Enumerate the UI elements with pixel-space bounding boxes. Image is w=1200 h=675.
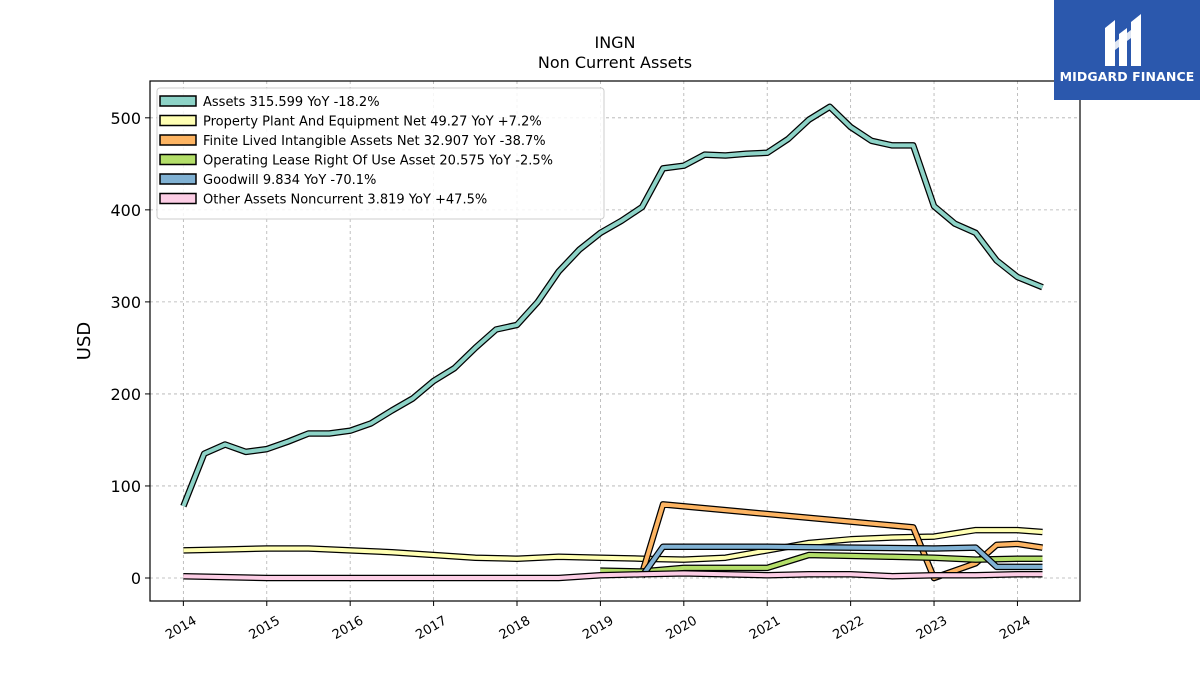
legend-swatch [159,173,197,185]
legend-item: Goodwill 9.834 YoY -70.1% [159,173,376,188]
legend-item: Property Plant And Equipment Net 49.27 Y… [159,114,542,130]
y-tick-label: 0 [131,569,141,588]
plot-frame [149,80,1081,602]
series-line [183,570,1043,582]
legend-swatch [159,192,197,205]
legend-box [156,87,605,220]
chart-subtitle: Non Current Assets [538,53,692,72]
series-line-stroke [183,571,1043,580]
y-tick-label: 100 [110,477,141,496]
brand-name: MIDGARD FINANCE [1059,69,1195,84]
y-tick-label: 400 [110,201,141,220]
series-line [638,501,1043,582]
chart-title-group: INGN Non Current Assets [538,33,692,72]
x-tick-label: 2014 [163,613,199,643]
legend-label: Operating Lease Right Of Use Asset 20.57… [203,154,553,169]
brand-logo: MIDGARD FINANCE [1054,0,1200,100]
series-line-stroke [181,104,1044,507]
series-line-stroke [183,528,1043,562]
x-tick-label: 2015 [247,613,283,643]
x-tick-label: 2024 [997,613,1033,643]
legend-swatch [159,95,197,107]
legend: Assets 315.599 YoY -18.2% Property Plant … [156,87,605,220]
chart-title: INGN [594,33,635,52]
series-line-stroke [600,553,1043,574]
legend-label: Other Assets Noncurrent 3.819 YoY +47.5% [203,193,487,208]
series-layer [180,103,1044,582]
x-tick-label: 2019 [580,613,616,643]
legend-item: Finite Lived Intangible Assets Net 32.90… [159,134,546,149]
legend-label: Assets 315.599 YoY -18.2% [203,95,380,110]
legend-label: Property Plant And Equipment Net 49.27 Y… [203,115,542,130]
legend-label: Finite Lived Intangible Assets Net 32.90… [203,134,546,149]
midgard-m-logo-icon [1105,14,1141,66]
legend-swatch [159,153,197,166]
y-tick-label: 500 [110,109,141,128]
series-line [639,543,1043,579]
y-tick-label: 300 [110,293,141,312]
series-line [183,526,1043,563]
series-line-stroke [640,502,1043,580]
legend-swatch [159,134,197,146]
legend-label: Goodwill 9.834 YoY -70.1% [203,173,376,188]
legend-item: Assets 315.599 YoY -18.2% [159,95,380,110]
series-line [180,103,1044,508]
legend-swatch [159,114,197,127]
x-tick-label: 2016 [330,613,366,643]
x-tick-label: 2022 [830,613,866,643]
series-line [600,551,1043,575]
x-tick-label: 2023 [914,613,950,643]
x-tick-label: 2017 [413,613,449,643]
legend-item: Other Assets Noncurrent 3.819 YoY +47.5% [159,192,487,208]
legend-item: Operating Lease Right Of Use Asset 20.57… [159,153,553,169]
y-axis-label: USD [74,322,95,360]
x-tick-label: 2018 [497,613,533,643]
x-tick-label: 2020 [664,613,700,643]
y-tick-label: 200 [110,385,141,404]
x-tick-label: 2021 [747,613,783,643]
series-line-stroke [640,544,1043,578]
